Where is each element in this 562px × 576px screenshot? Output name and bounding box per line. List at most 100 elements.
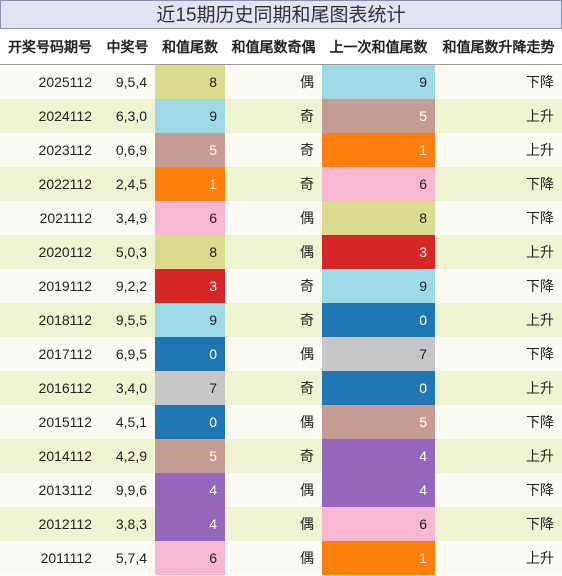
table-cell: 9,5,4 [100,64,155,99]
table-cell: 4 [155,506,225,541]
table-cell: 奇 [225,98,322,133]
table-cell: 6,9,5 [100,336,155,371]
table-cell: 3,8,3 [100,506,155,541]
table-cell: 上升 [435,132,562,167]
table-cell: 偶 [225,472,322,507]
table-cell: 4 [155,472,225,507]
table-cell: 偶 [225,506,322,541]
table-cell: 2024112 [0,98,100,133]
table-cell: 4 [322,472,435,507]
table-row: 2025112 9,5,4 8 偶 9 下降 [0,64,562,99]
table-cell: 9,5,5 [100,302,155,337]
table-cell: 1 [155,166,225,201]
table-cell: 6,3,0 [100,98,155,133]
table-cell: 1 [322,132,435,167]
table-row: 2016112 3,4,0 7 奇 0 上升 [0,370,562,405]
table-row: 2014112 4,2,9 5 奇 4 上升 [0,438,562,473]
table-cell: 下降 [435,404,562,439]
table-cell: 2020112 [0,234,100,269]
table-row: 2019112 9,2,2 3 奇 9 下降 [0,268,562,303]
table-row: 2011112 5,7,4 6 偶 1 上升 [0,540,562,575]
table-cell: 2018112 [0,302,100,337]
table-cell: 5,0,3 [100,234,155,269]
table-cell: 下降 [435,200,562,235]
table-row: 2015112 4,5,1 0 偶 5 下降 [0,404,562,439]
title: 近15期历史同期和尾图表统计 [0,0,562,29]
table-cell: 奇 [225,166,322,201]
table-cell: 3,4,9 [100,200,155,235]
column-header: 中奖号 [100,29,155,65]
table-cell: 0 [322,302,435,337]
table-cell: 上升 [435,302,562,337]
table-cell: 下降 [435,506,562,541]
table-cell: 偶 [225,336,322,371]
table-cell: 2015112 [0,404,100,439]
column-header: 开奖号码期号 [0,29,100,65]
table-cell: 奇 [225,302,322,337]
table-cell: 2021112 [0,200,100,235]
header-row: 开奖号码期号 中奖号 和值尾数 和值尾数奇偶 上一次和值尾数 和值尾数升降走势 [0,29,562,65]
table-cell: 9 [155,98,225,133]
table-cell: 下降 [435,268,562,303]
table-row: 2024112 6,3,0 9 奇 5 上升 [0,98,562,133]
table-cell: 2019112 [0,268,100,303]
table-cell: 上升 [435,438,562,473]
table-cell: 下降 [435,64,562,99]
table-cell: 下降 [435,336,562,371]
table-cell: 0 [322,370,435,405]
table-row: 2017112 6,9,5 0 偶 7 下降 [0,336,562,371]
table-cell: 9 [322,64,435,99]
table-cell: 奇 [225,268,322,303]
table-cell: 偶 [225,404,322,439]
table-cell: 偶 [225,64,322,99]
table-cell: 9 [322,268,435,303]
table-cell: 2016112 [0,370,100,405]
table-cell: 9,9,6 [100,472,155,507]
table-cell: 2022112 [0,166,100,201]
table-cell: 偶 [225,540,322,575]
table-cell: 9 [155,302,225,337]
table-cell: 6 [322,166,435,201]
table-cell: 2023112 [0,132,100,167]
table-cell: 3,4,0 [100,370,155,405]
table-cell: 5 [322,404,435,439]
table-cell: 6 [155,540,225,575]
table-row: 2020112 5,0,3 8 偶 3 上升 [0,234,562,269]
table-row: 2013112 9,9,6 4 偶 4 下降 [0,472,562,507]
table-cell: 奇 [225,132,322,167]
table-cell: 2011112 [0,540,100,575]
table-cell: 2025112 [0,64,100,99]
table-cell: 上升 [435,370,562,405]
table-cell: 6 [155,200,225,235]
table-cell: 0,6,9 [100,132,155,167]
table-cell: 奇 [225,438,322,473]
table-cell: 上升 [435,98,562,133]
table-cell: 5 [155,438,225,473]
table-cell: 8 [155,234,225,269]
table-row: 2018112 9,5,5 9 奇 0 上升 [0,302,562,337]
table-row: 2012112 3,8,3 4 偶 6 下降 [0,506,562,541]
column-header: 和值尾数升降走势 [435,29,562,65]
table-cell: 3 [155,268,225,303]
table-cell: 6 [322,506,435,541]
column-header: 和值尾数 [155,29,225,65]
table-cell: 8 [155,64,225,99]
table-body: 2025112 9,5,4 8 偶 9 下降 2024112 6,3,0 9 奇 5 上升 202311… [0,64,562,575]
table-cell: 2013112 [0,472,100,507]
table-cell: 偶 [225,200,322,235]
table-cell: 7 [155,370,225,405]
table-row: 2021112 3,4,9 6 偶 8 下降 [0,200,562,235]
table-cell: 9,2,2 [100,268,155,303]
table-cell: 5 [322,98,435,133]
table-cell: 7 [322,336,435,371]
table-cell: 1 [322,540,435,575]
table-cell: 4,2,9 [100,438,155,473]
table-cell: 3 [322,234,435,269]
table-cell: 0 [155,404,225,439]
column-header: 和值尾数奇偶 [225,29,322,65]
table-row: 2023112 0,6,9 5 奇 1 上升 [0,132,562,167]
table-cell: 上升 [435,540,562,575]
table-cell: 奇 [225,370,322,405]
column-header: 上一次和值尾数 [322,29,435,65]
